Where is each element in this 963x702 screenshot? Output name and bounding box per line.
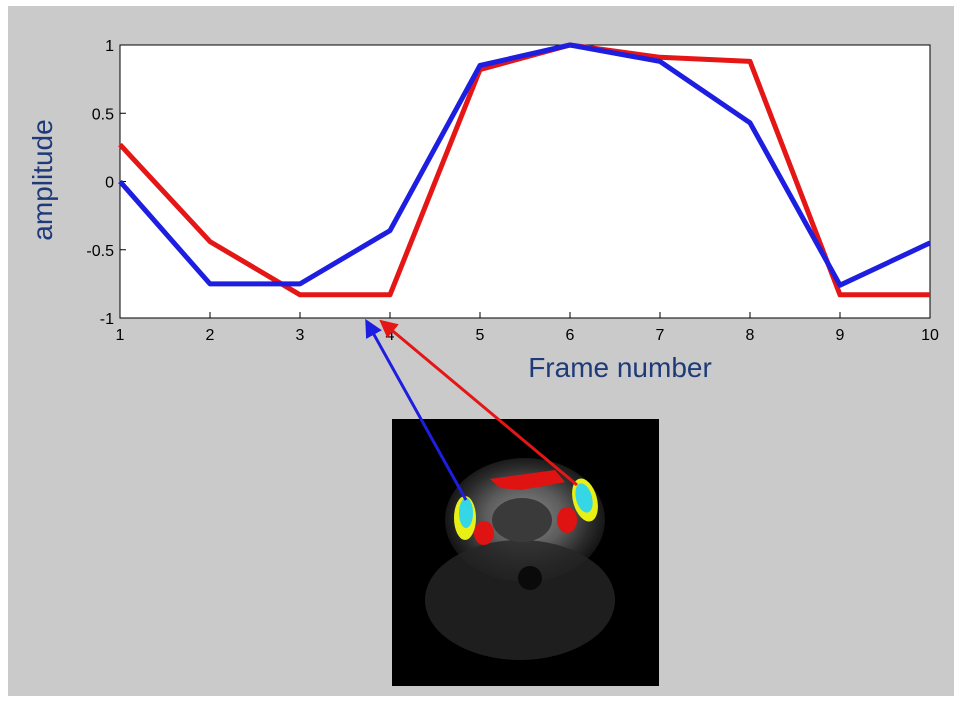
y-tick-label: 0.5 bbox=[92, 106, 114, 123]
y-axis-label: amplitude bbox=[27, 119, 58, 240]
red-region-arrow bbox=[379, 319, 578, 487]
plot-area bbox=[119, 44, 931, 319]
x-tick-label: 2 bbox=[206, 327, 215, 344]
x-tick-label: 10 bbox=[921, 327, 939, 344]
x-tick-label: 6 bbox=[566, 327, 575, 344]
y-tick-label: -1 bbox=[100, 311, 114, 328]
x-axis-label: Frame number bbox=[528, 352, 712, 383]
x-tick-label: 7 bbox=[656, 327, 665, 344]
y-tick-label: 1 bbox=[105, 38, 114, 55]
x-tick-label: 9 bbox=[836, 327, 845, 344]
blue-series-line bbox=[118, 42, 932, 288]
y-tick-label: 0 bbox=[105, 175, 114, 192]
y-axis-ticks: -1 -0.5 0 0.5 1 bbox=[86, 38, 126, 328]
x-tick-label: 1 bbox=[116, 327, 125, 344]
x-tick-label: 8 bbox=[746, 327, 755, 344]
blue-region-arrow bbox=[365, 318, 468, 501]
x-tick-label: 5 bbox=[476, 327, 485, 344]
x-tick-label: 3 bbox=[296, 327, 305, 344]
y-tick-label: -0.5 bbox=[86, 243, 114, 260]
mri-brain-slice-image bbox=[392, 419, 659, 686]
x-axis-ticks: 1 2 3 4 5 6 7 8 9 10 bbox=[116, 312, 939, 344]
series-layer bbox=[118, 42, 932, 298]
